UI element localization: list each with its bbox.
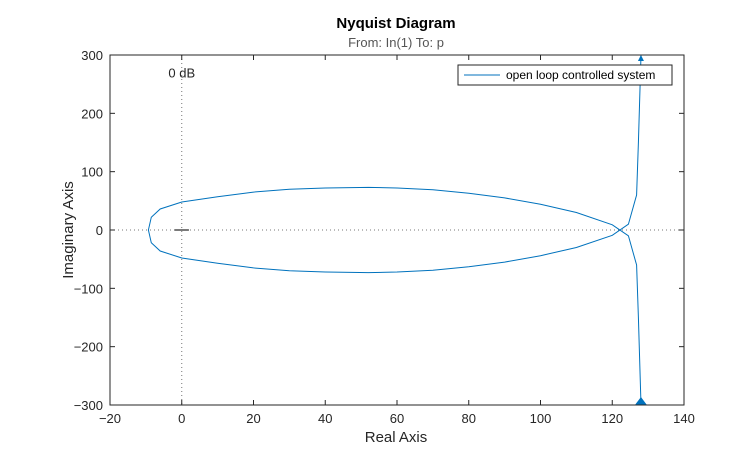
x-tick-label: −20 bbox=[99, 411, 121, 426]
legend-entry-label: open loop controlled system bbox=[506, 68, 655, 82]
y-tick-label: −100 bbox=[74, 281, 103, 296]
y-tick-label: 100 bbox=[81, 165, 103, 180]
chart-subtitle: From: In(1) To: p bbox=[348, 35, 444, 50]
x-tick-label: 60 bbox=[390, 411, 404, 426]
y-axis-label: Imaginary Axis bbox=[60, 181, 77, 279]
legend-box bbox=[457, 64, 673, 86]
x-tick-label: 0 bbox=[178, 411, 185, 426]
nyquist-curve bbox=[147, 54, 642, 406]
y-tick-label: 300 bbox=[81, 48, 103, 63]
direction-arrow-top bbox=[637, 55, 644, 61]
x-tick-label: 120 bbox=[601, 411, 623, 426]
x-tick-label: 20 bbox=[246, 411, 260, 426]
zero-db-annotation: 0 dB bbox=[168, 66, 195, 81]
x-tick-label: 140 bbox=[673, 411, 695, 426]
y-tick-label: 200 bbox=[81, 106, 103, 121]
x-tick-label: 80 bbox=[462, 411, 476, 426]
direction-arrow-bottom bbox=[634, 397, 647, 405]
y-tick-label: 0 bbox=[96, 223, 103, 238]
plot-area[interactable] bbox=[110, 55, 684, 405]
plot-frame bbox=[109, 54, 685, 406]
legend[interactable]: open loop controlled system bbox=[457, 64, 673, 86]
chart-title: Nyquist Diagram bbox=[336, 15, 455, 32]
y-tick-label: −200 bbox=[74, 340, 103, 355]
x-tick-label: 40 bbox=[318, 411, 332, 426]
x-tick-label: 100 bbox=[530, 411, 552, 426]
y-tick-label: −300 bbox=[74, 398, 103, 413]
x-axis-label: Real Axis bbox=[365, 429, 428, 446]
